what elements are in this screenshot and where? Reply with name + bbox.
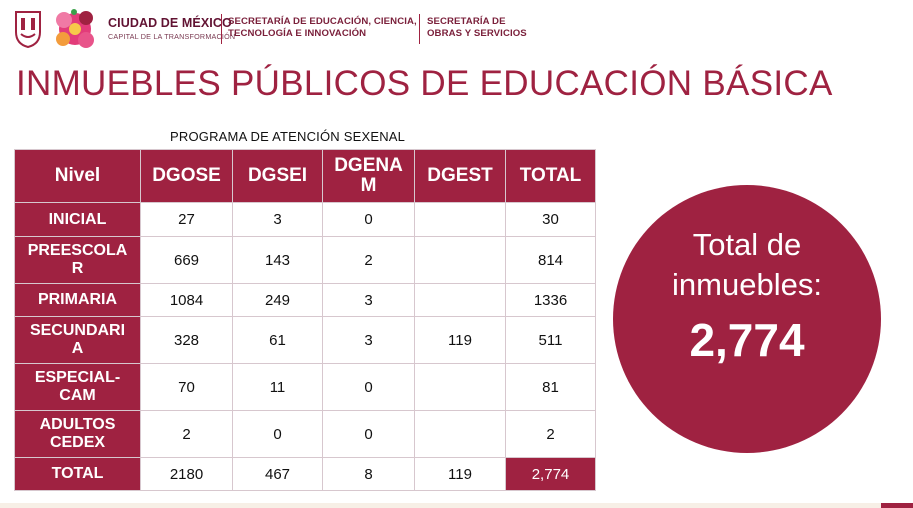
header-dgenam-line2: M bbox=[360, 175, 377, 196]
footer-accent bbox=[881, 503, 913, 508]
cell-dgenam: 0 bbox=[322, 202, 415, 237]
cell-dgenam: 2 bbox=[322, 236, 415, 284]
total-label-line2: inmuebles: bbox=[672, 267, 822, 302]
row-level-line1: SECUNDARI bbox=[29, 322, 126, 339]
row-level-line1: INICIAL bbox=[48, 210, 107, 228]
row-level: ADULTOS CEDEX bbox=[14, 410, 141, 458]
footer-strip bbox=[0, 503, 913, 508]
page-title: INMUEBLES PÚBLICOS DE EDUCACIÓN BÁSICA bbox=[16, 64, 833, 103]
cell-total: 814 bbox=[505, 236, 596, 284]
org-education-line2: TECNOLOGÍA E INNOVACIÓN bbox=[228, 28, 367, 39]
row-level: ESPECIAL- CAM bbox=[14, 363, 141, 411]
row-level: PREESCOLA R bbox=[14, 236, 141, 284]
table-row: TOTAL 2180 467 8 119 2,774 bbox=[14, 457, 596, 491]
row-level: PRIMARIA bbox=[14, 283, 141, 317]
org-works: SECRETARÍA DE OBRAS Y SERVICIOS bbox=[427, 16, 527, 40]
header-dgenam: DGENA M bbox=[322, 149, 415, 203]
cell-dgose: 2180 bbox=[140, 457, 233, 491]
row-level-line2: R bbox=[71, 260, 84, 277]
cell-dgose: 1084 bbox=[140, 283, 233, 317]
table-row: PRIMARIA 1084 249 3 1336 bbox=[14, 283, 596, 317]
cell-dgest bbox=[414, 410, 506, 458]
cell-dgose: 27 bbox=[140, 202, 233, 237]
org-education: SECRETARÍA DE EDUCACIÓN, CIENCIA, TECNOL… bbox=[228, 16, 417, 40]
total-label: Total de inmuebles: bbox=[613, 225, 881, 305]
org-works-line2: OBRAS Y SERVICIOS bbox=[427, 28, 527, 39]
row-level-line2: A bbox=[71, 340, 84, 357]
cell-dgose: 328 bbox=[140, 316, 233, 364]
cell-dgest: 119 bbox=[414, 457, 506, 491]
row-level-line1: PREESCOLA bbox=[27, 242, 128, 259]
cell-dgenam: 3 bbox=[322, 283, 415, 317]
table-row: SECUNDARI A 328 61 3 119 511 bbox=[14, 316, 596, 364]
cell-dgsei: 11 bbox=[232, 363, 323, 411]
cell-total: 2 bbox=[505, 410, 596, 458]
cdmx-shield-icon bbox=[15, 11, 41, 48]
header-dgest: DGEST bbox=[414, 149, 506, 203]
total-value: 2,774 bbox=[689, 314, 805, 366]
cell-dgose: 2 bbox=[140, 410, 233, 458]
row-level: TOTAL bbox=[14, 457, 141, 491]
cell-dgest bbox=[414, 202, 506, 237]
cell-total: 1336 bbox=[505, 283, 596, 317]
row-level: SECUNDARI A bbox=[14, 316, 141, 364]
header: CIUDAD DE MÉXICO CAPITAL DE LA TRANSFORM… bbox=[14, 4, 574, 54]
cell-dgsei: 0 bbox=[232, 410, 323, 458]
cell-dgenam: 0 bbox=[322, 410, 415, 458]
table-row: INICIAL 27 3 0 30 bbox=[14, 202, 596, 237]
divider bbox=[221, 14, 222, 44]
row-level-line2: CAM bbox=[59, 387, 96, 404]
table-caption: PROGRAMA DE ATENCIÓN SEXENAL bbox=[170, 129, 406, 144]
cell-dgsei: 143 bbox=[232, 236, 323, 284]
row-level-line1: TOTAL bbox=[51, 465, 104, 482]
buildings-table: Nivel DGOSE DGSEI DGENA M DGEST TOTAL IN… bbox=[14, 149, 596, 491]
flower-logo-icon bbox=[56, 9, 94, 48]
total-buildings-circle: Total de inmuebles: 2,774 bbox=[613, 185, 881, 453]
table-row: ESPECIAL- CAM 70 11 0 81 bbox=[14, 363, 596, 411]
cell-dgest bbox=[414, 283, 506, 317]
cell-dgest bbox=[414, 236, 506, 284]
cell-dgest bbox=[414, 363, 506, 411]
brand: CIUDAD DE MÉXICO CAPITAL DE LA TRANSFORM… bbox=[108, 16, 235, 41]
total-label-line1: Total de bbox=[692, 227, 802, 262]
divider bbox=[419, 14, 420, 44]
org-education-line1: SECRETARÍA DE EDUCACIÓN, CIENCIA, bbox=[228, 16, 417, 27]
row-level-line1: ESPECIAL- bbox=[34, 369, 121, 386]
cell-dgose: 669 bbox=[140, 236, 233, 284]
cell-total: 511 bbox=[505, 316, 596, 364]
row-level-line1: ADULTOS bbox=[39, 416, 116, 433]
row-level: INICIAL bbox=[14, 202, 141, 237]
cell-dgenam: 3 bbox=[322, 316, 415, 364]
header-nivel: Nivel bbox=[14, 149, 141, 203]
cell-dgenam: 0 bbox=[322, 363, 415, 411]
cell-dgsei: 61 bbox=[232, 316, 323, 364]
org-works-line1: SECRETARÍA DE bbox=[427, 16, 506, 27]
cell-dgsei: 467 bbox=[232, 457, 323, 491]
cell-dgest: 119 bbox=[414, 316, 506, 364]
brand-title: CIUDAD DE MÉXICO bbox=[108, 16, 232, 30]
cell-dgenam: 8 bbox=[322, 457, 415, 491]
cell-dgsei: 249 bbox=[232, 283, 323, 317]
cell-total: 81 bbox=[505, 363, 596, 411]
header-dgose: DGOSE bbox=[140, 149, 233, 203]
header-total: TOTAL bbox=[505, 149, 596, 203]
brand-subtitle: CAPITAL DE LA TRANSFORMACIÓN bbox=[108, 32, 236, 41]
table-header-row: Nivel DGOSE DGSEI DGENA M DGEST TOTAL bbox=[14, 149, 596, 203]
cell-total: 2,774 bbox=[505, 457, 596, 491]
cell-dgsei: 3 bbox=[232, 202, 323, 237]
row-level-line1: PRIMARIA bbox=[37, 291, 118, 308]
table-row: PREESCOLA R 669 143 2 814 bbox=[14, 236, 596, 284]
row-level-line2: CEDEX bbox=[49, 434, 106, 451]
table-row: ADULTOS CEDEX 2 0 0 2 bbox=[14, 410, 596, 458]
header-dgsei: DGSEI bbox=[232, 149, 323, 203]
cell-dgose: 70 bbox=[140, 363, 233, 411]
header-dgenam-line1: DGENA bbox=[334, 155, 403, 176]
cell-total: 30 bbox=[505, 202, 596, 237]
